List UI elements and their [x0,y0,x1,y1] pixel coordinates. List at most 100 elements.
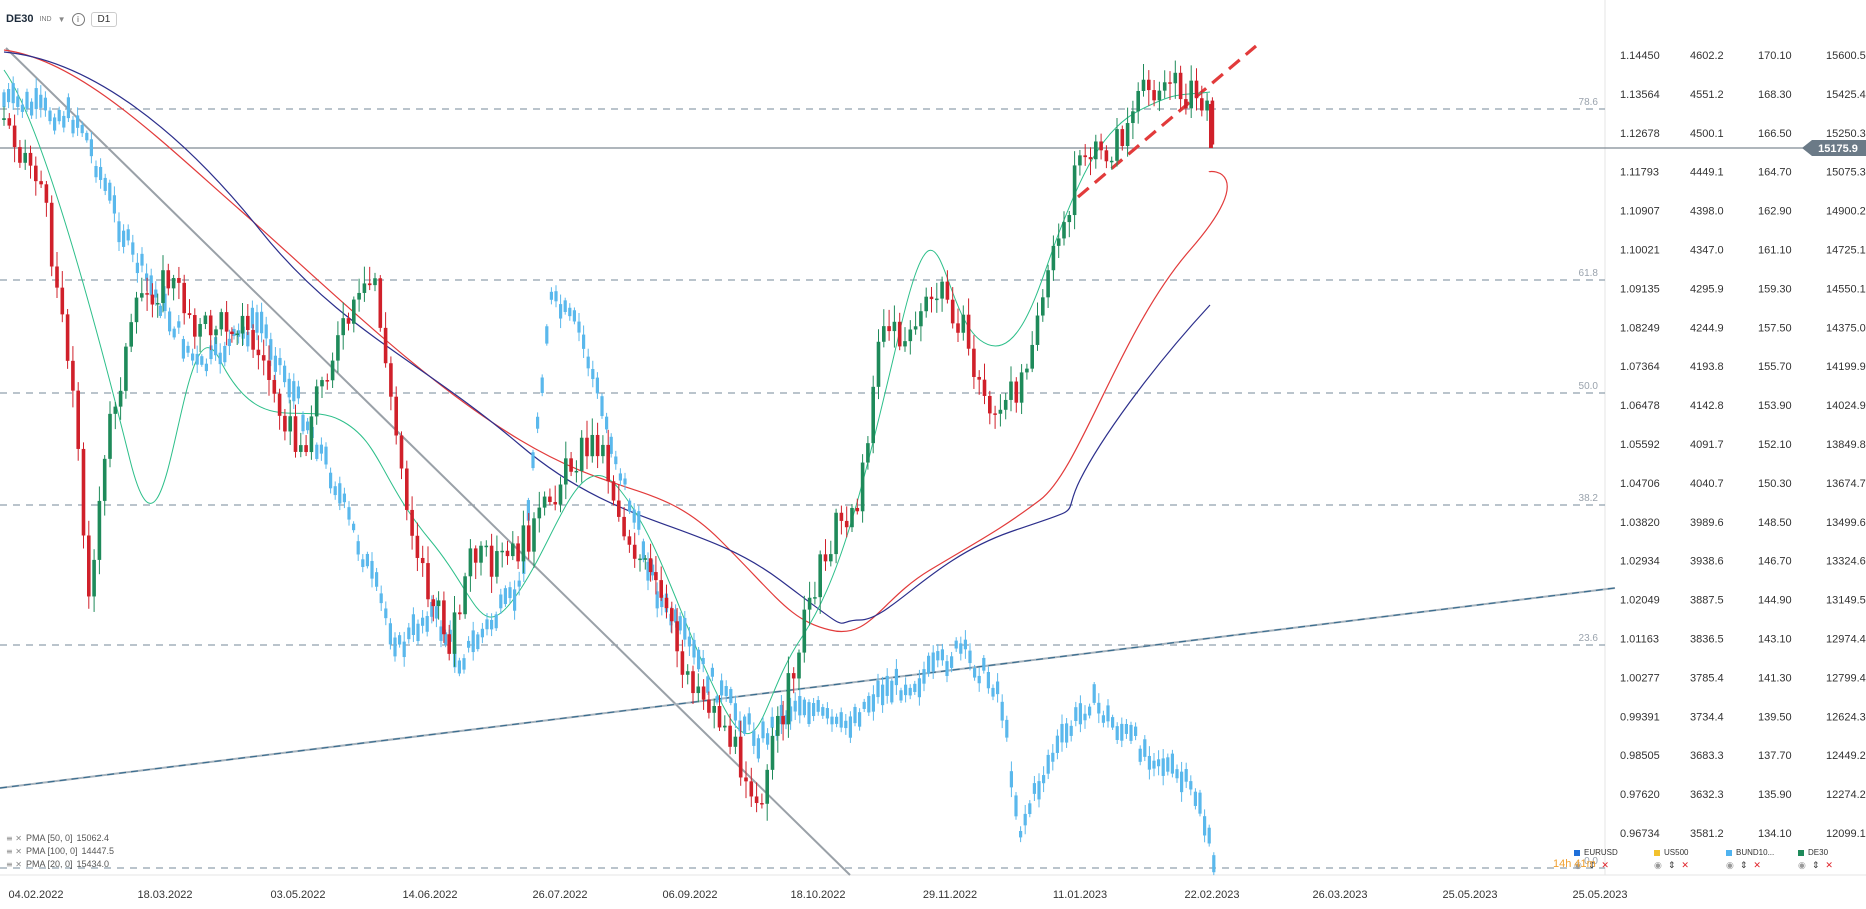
price-tick-label: 4091.7 [1690,439,1724,451]
indicator-legend-row[interactable]: ≡ ✕ PMA [20, 0] 15434.0 [6,858,114,871]
overlay-candle-body [223,345,227,363]
info-icon[interactable]: i [71,12,85,26]
price-tick-label: 143.10 [1758,634,1792,646]
overlay-candle-body [582,334,586,349]
overlay-candle-body [434,606,438,619]
candle-body [49,202,54,267]
price-tick-label: 3989.6 [1690,517,1724,529]
overlay-candle-body [835,716,839,724]
eye-icon[interactable]: ◉ [1798,861,1806,871]
overlay-candle-body [421,617,425,626]
x-tick-label: 26.07.2022 [532,889,587,901]
overlay-candle-body [733,703,737,721]
candle-body [929,296,934,300]
overlay-candle-body [1055,735,1059,753]
eye-icon[interactable]: ◉ [1726,861,1734,871]
candle-body [219,312,224,330]
overlay-candle-body [439,626,443,641]
close-icon[interactable]: ✕ [1753,861,1761,871]
timeframe-select[interactable]: D1 [90,11,118,27]
close-icon[interactable]: ✕ [1601,861,1609,871]
last-candle-body [1209,104,1213,148]
price-tick-label: 0.97620 [1620,789,1660,801]
overlay-candle-body [480,628,484,638]
overlay-candle-body [917,678,921,698]
overlay-candle-body [563,300,567,312]
overlay-candle-body [738,720,742,732]
price-tick-label: 161.10 [1758,245,1792,257]
candle-body [940,281,944,299]
symbol-label[interactable]: DE30 [6,13,34,25]
price-tick-label: 3581.2 [1690,828,1724,840]
overlay-candle-body [614,456,618,465]
price-tick-label: 4602.2 [1690,50,1724,62]
overlay-candle-body [802,699,806,716]
candle-body [208,315,213,336]
candle-body [399,435,404,469]
candle-body [34,165,38,182]
candle-body [532,518,536,552]
price-tick-label: 1.01163 [1620,634,1659,646]
overlay-candle-body [1032,783,1036,794]
reorder-icon[interactable]: ⇕ [1811,861,1820,871]
candle-body [1205,100,1209,111]
candle-body [1120,129,1125,147]
reorder-icon[interactable]: ⇕ [1739,861,1748,871]
reorder-icon[interactable]: ⇕ [1667,861,1676,871]
overlay-candle-body [761,721,765,739]
candle-body [643,558,648,560]
candle-body [1184,99,1188,109]
instrument-legend-item[interactable]: BUND10... [1726,848,1774,857]
overlay-candle-body [319,444,323,454]
chevron-down-icon[interactable]: ▼ [57,14,66,24]
candle-body [1078,155,1082,166]
instrument-legend-item[interactable]: US500 [1654,848,1688,857]
overlay-candle-body [1189,781,1193,790]
instrument-color-swatch [1726,849,1732,856]
overlay-candle-body [200,356,204,365]
candle-body [124,346,128,391]
reorder-icon[interactable]: ⇕ [1587,861,1596,871]
overlay-candle-body [554,291,558,302]
eye-icon[interactable]: ◉ [1574,861,1582,871]
candle-body [12,125,17,148]
overlay-candle-body [904,684,908,696]
eye-icon[interactable]: ◉ [1654,861,1662,871]
market-label: IND [39,15,52,23]
candle-body [60,287,65,315]
price-tick-label: 4449.1 [1690,167,1724,179]
candle-body [500,550,504,553]
price-tick-label: 1.05592 [1620,439,1660,451]
indicator-legend-row[interactable]: ≡ ✕ PMA [100, 0] 14447.5 [6,845,114,858]
candle-body [791,673,796,679]
instrument-legend-item[interactable]: DE30 [1798,848,1828,857]
indicator-menu-icon[interactable]: ≡ ✕ [6,847,22,856]
candle-body [346,318,351,324]
close-icon[interactable]: ✕ [1825,861,1833,871]
overlay-candle-body [720,680,724,696]
candle-body [198,324,202,337]
close-icon[interactable]: ✕ [1681,861,1689,871]
overlay-candle-body [425,616,429,632]
indicator-menu-icon[interactable]: ≡ ✕ [6,860,22,869]
price-tick-label: 1.10907 [1620,206,1660,218]
price-tick-label: 1.02049 [1620,595,1660,607]
price-tick-label: 146.70 [1758,556,1792,568]
candle-body [1009,381,1013,400]
candle-body [187,313,192,316]
indicator-menu-icon[interactable]: ≡ ✕ [6,834,22,843]
overlay-candle-body [89,139,93,157]
candle-body [2,118,6,120]
price-tick-label: 14725.1 [1826,245,1866,257]
overlay-candle-body [858,712,862,727]
candle-body [108,413,112,459]
indicator-legend-row[interactable]: ≡ ✕ PMA [50, 0] 15062.4 [6,832,114,845]
fib-level-label: 0.0 [1584,856,1598,867]
overlay-candle-body [517,580,521,587]
overlay-candle-body [126,229,130,241]
overlay-candle-body [301,414,305,432]
instrument-legend-item[interactable]: EURUSD [1574,848,1618,857]
candle-body [1062,222,1066,239]
overlay-candle-body [963,639,967,650]
